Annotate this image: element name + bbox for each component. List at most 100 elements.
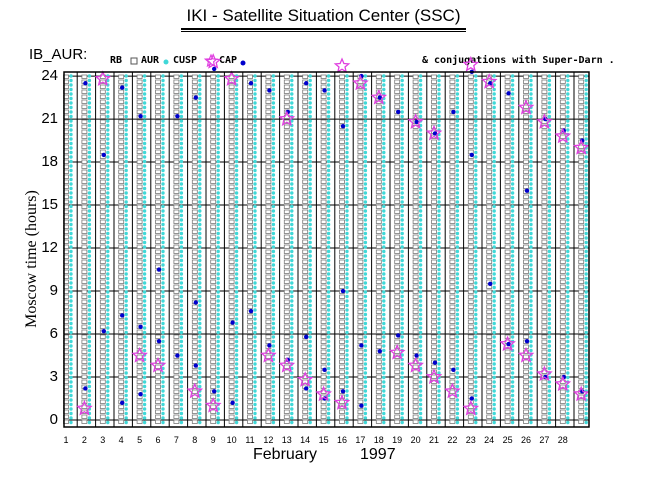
cap-point-44 (414, 353, 419, 358)
legend-conjugations: & conjugations with Super-Darn . (422, 55, 615, 66)
superdarn-point-14 (333, 394, 351, 410)
cap-point-6 (120, 400, 125, 406)
superdarn-point-30 (536, 365, 553, 382)
cap-point-33 (340, 124, 346, 129)
legend-rb: RB (110, 55, 123, 66)
cap-point-2 (101, 152, 107, 158)
x-tick-label: 6 (155, 435, 161, 445)
cap-point-20 (230, 400, 235, 406)
x-tick-label: 5 (137, 435, 143, 445)
cap-point-23 (267, 88, 272, 93)
day-column-21 (431, 74, 441, 425)
superdarn-point-27 (517, 98, 535, 115)
cap-point-4 (120, 85, 125, 90)
cap-point-19 (230, 320, 235, 325)
superdarn-point-12 (315, 385, 332, 402)
x-tick-label: 22 (447, 435, 458, 445)
cap-point-16 (193, 363, 198, 368)
superdarn-point-33 (572, 139, 590, 155)
y-tick-label: 21 (41, 110, 58, 128)
cap-point-18 (212, 389, 217, 394)
superdarn-point-5 (204, 53, 222, 69)
superdarn-point-24 (462, 399, 480, 416)
superdarn-point-13 (333, 57, 351, 74)
legend-cusp: CUSP (173, 55, 198, 66)
day-column-3 (99, 74, 110, 425)
cap-point-21 (248, 81, 254, 86)
day-column-17 (357, 74, 368, 425)
y-tick-label: 24 (41, 67, 58, 85)
x-axis-label: February (253, 446, 318, 463)
cap-point-24 (267, 343, 272, 348)
cap-point-0 (83, 81, 88, 86)
x-tick-label: 7 (173, 435, 179, 445)
superdarn-point-34 (572, 385, 590, 402)
y-tick-label: 15 (41, 196, 58, 214)
cap-point-42 (396, 333, 401, 338)
day-column-24 (486, 74, 496, 425)
cap-point-58 (543, 116, 548, 122)
cap-point-15 (193, 300, 198, 305)
y-tick-label: 3 (49, 368, 58, 385)
superdarn-point-32 (554, 375, 572, 392)
cap-point-41 (396, 109, 401, 115)
day-column-13 (283, 74, 294, 425)
superdarn-point-17 (388, 343, 406, 360)
cap-point-9 (138, 392, 143, 397)
day-column-9 (210, 74, 220, 425)
superdarn-point-20 (425, 124, 443, 141)
cap-point-43 (414, 119, 419, 125)
day-column-7 (173, 74, 184, 425)
day-column-5 (136, 74, 147, 425)
x-tick-label: 18 (373, 435, 384, 445)
day-column-16 (339, 74, 349, 425)
chart-title: IKI - Satellite Situation Center (SSC) (181, 4, 466, 32)
x-tick-label: 2 (81, 435, 87, 445)
cap-point-30 (322, 88, 327, 93)
cap-point-55 (506, 341, 511, 347)
superdarn-point-0 (76, 399, 93, 416)
cap-point-34 (340, 288, 346, 294)
x-tick-label: 17 (355, 435, 366, 445)
day-column-4 (118, 74, 128, 425)
superdarn-point-1 (94, 70, 112, 86)
superdarn-point-29 (536, 113, 553, 129)
x-tick-label: 1 (63, 435, 69, 445)
cap-point-5 (120, 313, 125, 318)
cap-point-53 (488, 281, 493, 287)
legend-aur: AUR (141, 55, 160, 66)
cap-point-48 (451, 367, 456, 373)
superdarn-point-22 (444, 382, 461, 399)
superdarn-point-25 (480, 73, 498, 89)
y-tick-label: 9 (49, 282, 58, 300)
station-label: IB_AUR: (29, 46, 88, 63)
cap-point-51 (469, 396, 474, 401)
x-tick-label: 15 (318, 435, 329, 445)
day-column-19 (394, 74, 404, 425)
x-tick-label: 11 (245, 435, 255, 445)
day-column-20 (412, 74, 423, 425)
x-tick-label: 19 (392, 435, 403, 445)
day-column-11 (247, 74, 257, 425)
day-column-14 (302, 74, 312, 425)
superdarn-point-10 (278, 356, 296, 373)
superdarn-point-4 (186, 382, 204, 399)
cap-point-1 (83, 386, 88, 391)
year-label: 1997 (360, 446, 396, 463)
day-column-12 (265, 74, 276, 425)
day-column-18 (375, 74, 386, 425)
x-tick-label: 8 (192, 435, 198, 445)
x-tick-label: 23 (465, 435, 476, 445)
x-tick-label: 4 (118, 435, 124, 445)
cap-point-38 (359, 403, 364, 408)
superdarn-point-7 (223, 70, 240, 86)
x-tick-label: 28 (557, 435, 568, 445)
cap-point-56 (524, 188, 530, 193)
superdarn-point-11 (296, 371, 314, 387)
cap-point-11 (156, 338, 162, 344)
plot-frame (63, 71, 590, 428)
x-tick-label: 14 (300, 435, 311, 445)
y-tick-label: 0 (49, 411, 58, 428)
cap-point-10 (156, 267, 162, 272)
